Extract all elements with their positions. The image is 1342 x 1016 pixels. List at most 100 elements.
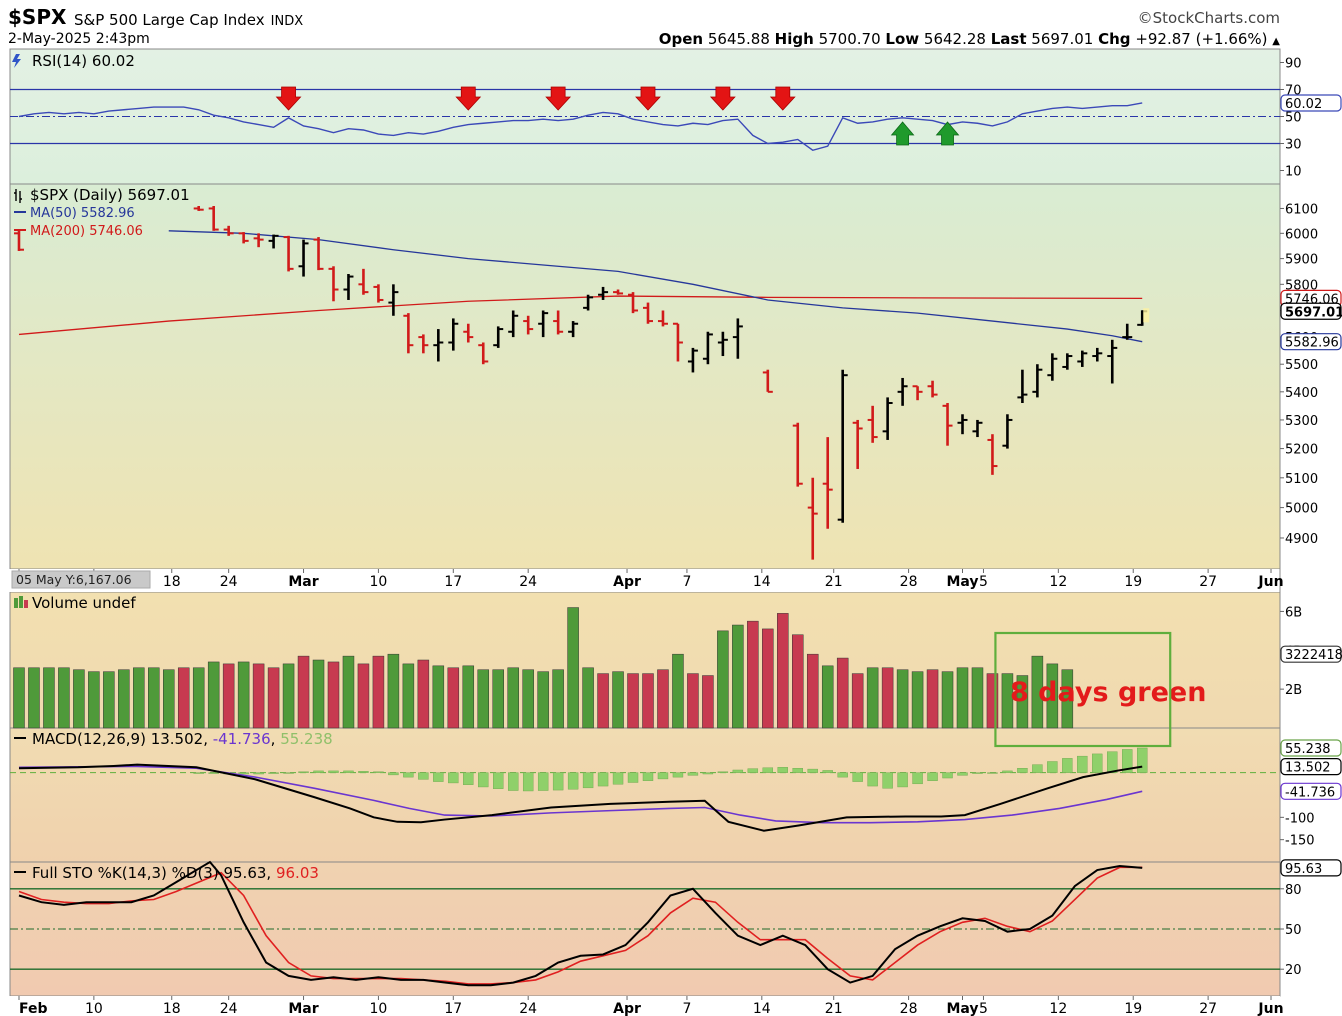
macd-histogram-bar — [987, 772, 998, 774]
date-axis-top-tick-label: 24 — [220, 574, 238, 590]
date-axis-top-tick-label: 28 — [900, 574, 918, 590]
volume-bar — [297, 655, 310, 729]
volume-bar — [417, 659, 430, 729]
volume-bar — [177, 667, 190, 729]
price-axis-label: 6100 — [1285, 202, 1318, 217]
macd-last-2-tag-label: -41.736 — [1285, 785, 1335, 800]
volume-bar — [133, 667, 145, 729]
volume-bar — [642, 673, 654, 729]
price-axis-label: 5800 — [1285, 278, 1318, 293]
macd-histogram-bar — [298, 771, 309, 773]
macd-histogram-bar — [418, 772, 429, 780]
macd-histogram-bar — [867, 772, 878, 787]
volume-bar — [627, 673, 639, 729]
volume-bar — [537, 671, 549, 729]
sto-k-line — [18, 860, 1143, 987]
date-axis-top-tick-label: 5 — [979, 574, 988, 590]
volume-bar — [821, 665, 834, 729]
volume-bar — [881, 667, 894, 729]
index-full-name: S&P 500 Large Cap Index — [74, 11, 265, 29]
rsi-last-tag-label: 60.02 — [1285, 97, 1322, 112]
ohlc-readout: Open 5645.88 High 5700.70 Low 5642.28 La… — [659, 30, 1280, 48]
price-axis-label: 5900 — [1285, 253, 1318, 268]
macd-histogram-bar — [837, 772, 848, 778]
price-axis-label: 5400 — [1285, 386, 1318, 401]
macd-last-1-tag-label: 13.502 — [1285, 761, 1331, 776]
macd-legend-part: , — [271, 730, 281, 748]
volume-bar — [657, 669, 669, 729]
macd-last-0-tag-label: 55.238 — [1285, 742, 1331, 757]
sto-legend-part: , — [266, 864, 276, 882]
macd-histogram-bar — [1122, 749, 1133, 773]
sto-legend-part: 95.63 — [223, 864, 266, 882]
brand-label: ©StockCharts.com — [1137, 9, 1280, 27]
macd-last-1-tag — [1280, 758, 1342, 776]
date-axis-bottom-tick-label: Jun — [1257, 1001, 1283, 1016]
macd-histogram-bar — [238, 772, 249, 775]
last-value: 5697.01 — [1031, 30, 1094, 48]
sto-axis-strip — [1280, 862, 1342, 996]
open-label: Open — [658, 30, 704, 48]
volume-bar — [956, 667, 969, 729]
volume-bar — [567, 607, 579, 729]
date-axis-top-tick-label: 12 — [1049, 574, 1067, 590]
macd-histogram-bar — [642, 772, 654, 781]
sto-legend-part: 96.03 — [276, 864, 319, 882]
volume-bar — [148, 667, 160, 729]
volume-bar — [267, 667, 280, 729]
macd-histogram-bar — [927, 772, 938, 781]
volume-bar — [911, 671, 924, 729]
date-axis-bottom-tick-label: 10 — [85, 1001, 103, 1016]
date-axis-bottom-tick-label: 24 — [519, 1001, 537, 1016]
volume-bar — [192, 667, 205, 729]
sto-last-tag — [1280, 859, 1342, 877]
macd-histogram-bar — [672, 772, 684, 778]
date-axis-top-tick-label: 17 — [444, 574, 462, 590]
green-up-arrow-icon — [890, 121, 915, 146]
date-axis-bottom-tick-label: Mar — [288, 1001, 318, 1016]
macd-histogram-bar — [552, 772, 564, 791]
volume-bar — [507, 667, 519, 729]
macd-histogram-bar — [328, 770, 339, 773]
ticker-symbol: $SPX — [8, 5, 67, 29]
volume-bar — [43, 667, 55, 729]
volume-bar — [462, 665, 475, 729]
date-axis-top-tick-label: 14 — [753, 574, 771, 590]
date-axis-bottom-tick-label: 21 — [825, 1001, 843, 1016]
date-axis-bottom-tick-label: May — [946, 1001, 978, 1016]
volume-bar — [357, 663, 370, 729]
rsi-axis-label: 30 — [1285, 138, 1302, 153]
macd-histogram-bar — [597, 772, 609, 787]
volume-axis-label: 2B — [1285, 683, 1302, 698]
volume-bar — [612, 671, 624, 729]
green-up-arrow-icon — [935, 121, 960, 146]
volume-legend: Volume undef — [32, 594, 136, 612]
sto-axis-label: 20 — [1285, 963, 1302, 978]
macd-histogram-bar — [912, 772, 923, 785]
macd-legend: MACD(12,26,9) 13.502, -41.736, 55.238 — [32, 730, 333, 748]
volume-bar — [282, 663, 295, 729]
sto-d-line — [18, 866, 1143, 985]
macd-histogram-bar — [1137, 747, 1148, 773]
rsi-line — [18, 102, 1143, 152]
date-axis-top-tick-label: 18 — [163, 574, 181, 590]
date-axis-top-tick-label: Jun — [1257, 574, 1283, 590]
macd-histogram-bar — [732, 769, 744, 773]
macd-histogram-bar — [792, 768, 803, 773]
macd-histogram-bar — [822, 770, 833, 773]
chart-header: $SPX S&P 500 Large Cap Index INDX 2-May-2… — [8, 4, 1280, 48]
chg-label: Chg — [1098, 30, 1131, 48]
volume-bar — [58, 667, 70, 729]
macd-legend-part: MACD(12,26,9) — [32, 730, 151, 748]
sto-legend-part: Full STO %K(14,3) %D(3) — [32, 864, 223, 882]
up-triangle-icon: ▲ — [1272, 36, 1280, 47]
volume-bar — [747, 620, 759, 729]
price-last-tag-label: 5697.01 — [1285, 305, 1342, 320]
low-value: 5642.28 — [923, 30, 986, 48]
price-legend-bar-icon — [14, 189, 22, 203]
volume-bar — [387, 653, 400, 729]
volume-bar — [252, 663, 265, 729]
volume-bar — [1046, 663, 1059, 729]
macd-histogram-bar — [1077, 755, 1088, 773]
macd-histogram-bar — [1047, 761, 1058, 773]
